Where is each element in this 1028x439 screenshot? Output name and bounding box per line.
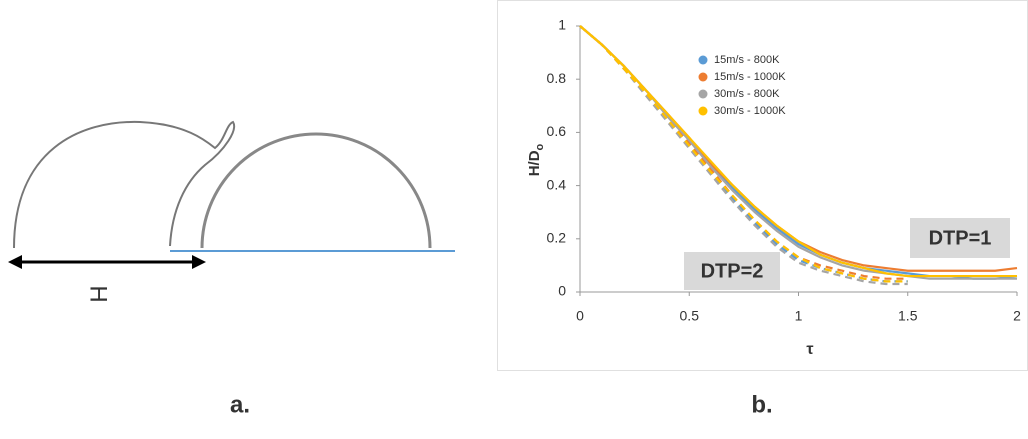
legend-marker	[698, 55, 708, 65]
annotation-box	[684, 252, 780, 290]
y-axis-label-sub: o	[534, 143, 546, 150]
panel-label: b.	[751, 391, 772, 418]
y-tick-label: 0.8	[547, 70, 567, 86]
y-axis-label: H/Do	[526, 143, 546, 176]
legend-marker	[698, 89, 708, 99]
y-tick-label: 0	[558, 283, 566, 299]
droplet-outline	[200, 132, 432, 249]
legend-marker	[698, 72, 708, 82]
line-dtp1	[579, 25, 1017, 278]
x-tick-label: 2	[1013, 308, 1021, 324]
dimension-label: H	[85, 285, 112, 302]
y-axis-label-main: H/D	[526, 150, 543, 176]
x-tick-label: 0.5	[680, 308, 700, 324]
legend-label: 30m/s - 1000K	[714, 105, 786, 117]
x-tick-label: 1	[795, 308, 803, 324]
y-tick-label: 0.6	[547, 123, 567, 139]
y-tick-label: 0.4	[547, 176, 567, 192]
annotation: DTP=2	[701, 260, 764, 282]
annotation-box	[910, 218, 1010, 258]
legend-label: 30m/s - 800K	[714, 88, 780, 100]
legend-label: 15m/s - 800K	[714, 54, 780, 66]
y-tick-label: 1	[558, 17, 566, 33]
legend-marker	[698, 106, 708, 116]
annotation: DTP=1	[929, 227, 992, 249]
droplet-outline	[13, 120, 236, 249]
legend-label: 15m/s - 1000K	[714, 71, 786, 83]
x-tick-label: 1.5	[898, 308, 918, 324]
x-tick-label: 0	[576, 308, 584, 324]
x-axis-label: τ	[806, 341, 813, 358]
y-tick-label: 0.2	[547, 230, 567, 246]
panel-label: a.	[230, 391, 250, 418]
line-dtp2	[579, 25, 908, 283]
